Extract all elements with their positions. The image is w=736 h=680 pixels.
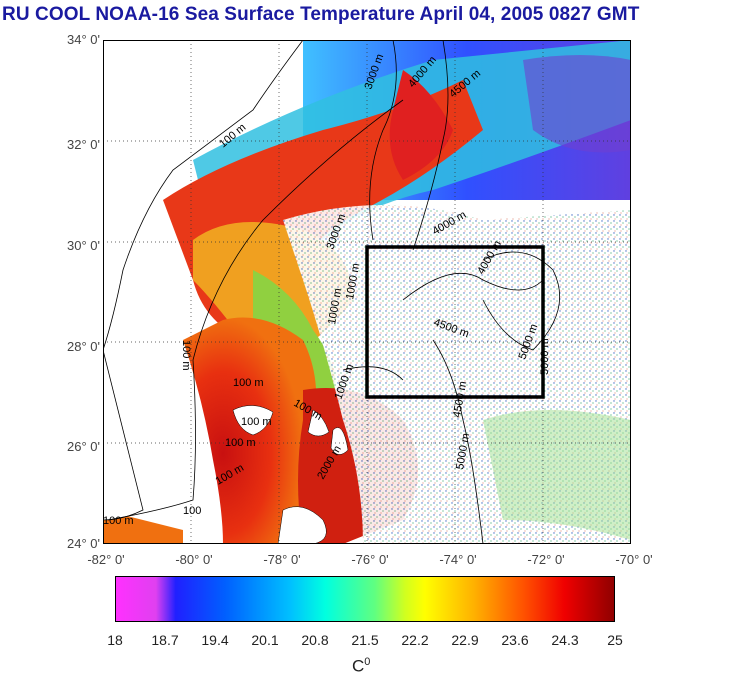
scale-tick-22-2: 22.2: [401, 632, 429, 648]
study-area-box: [365, 245, 545, 399]
contour-label-7: 100 m: [103, 515, 134, 527]
scale-tick-23-6: 23.6: [501, 632, 529, 648]
color-scale-bar: [115, 576, 615, 622]
lon-label-70: -70° 0': [615, 552, 653, 567]
northeast-water: [523, 55, 631, 153]
contour-label-18: 5000 m: [539, 338, 551, 375]
contour-label-2: 100 m: [180, 340, 192, 371]
bahamas-island-3: [330, 427, 349, 455]
southeast-water: [483, 410, 631, 540]
scale-tick-25: 25: [607, 632, 623, 648]
bahamas-island-1: [232, 405, 274, 436]
map-frame: [103, 40, 631, 544]
warm-eddy: [389, 70, 453, 180]
bahamas-island-2: [307, 409, 330, 437]
scale-tick-18-7: 18.7: [151, 632, 179, 648]
contour-label-3: 100 m: [233, 377, 264, 389]
lon-label-78: -78° 0': [263, 552, 301, 567]
florida-straits-water: [103, 510, 183, 544]
lat-label-28: 28° 0': [67, 339, 100, 354]
scale-tick-24-3: 24.3: [551, 632, 579, 648]
sst-map: 100 m 100 m 100 m 100 m 100 m 100 m 100 …: [103, 40, 631, 544]
map-title: RU COOL NOAA-16 Sea Surface Temperature …: [2, 4, 640, 25]
lon-label-72: -72° 0': [527, 552, 565, 567]
color-scale-unit: C0: [352, 656, 370, 677]
lon-label-74: -74° 0': [439, 552, 477, 567]
scale-tick-18: 18: [107, 632, 123, 648]
lat-label-32: 32° 0': [67, 137, 100, 152]
sst-map-canvas: 100 m 100 m 100 m 100 m 100 m 100 m 100 …: [103, 40, 631, 544]
scale-tick-22-9: 22.9: [451, 632, 479, 648]
graticule: [103, 40, 631, 544]
scale-tick-20-8: 20.8: [301, 632, 329, 648]
lon-label-80: -80° 0': [175, 552, 213, 567]
lat-label-34: 34° 0': [67, 32, 100, 47]
lat-label-24: 24° 0': [67, 536, 100, 551]
lon-label-82: -82° 0': [87, 552, 125, 567]
contour-label-24: 100: [183, 505, 201, 517]
lon-label-76: -76° 0': [351, 552, 389, 567]
scale-tick-20-1: 20.1: [251, 632, 279, 648]
lat-label-26: 26° 0': [67, 439, 100, 454]
unit-letter: C: [352, 656, 365, 676]
lat-label-30: 30° 0': [67, 238, 100, 253]
us-southeast-coast: [103, 40, 304, 351]
unit-superscript: 0: [364, 656, 371, 668]
scale-tick-21-5: 21.5: [351, 632, 379, 648]
contour-label-4: 100 m: [241, 416, 272, 428]
bathymetry-contours: [107, 40, 560, 544]
scale-tick-19-4: 19.4: [201, 632, 229, 648]
contour-label-5: 100 m: [225, 437, 256, 449]
